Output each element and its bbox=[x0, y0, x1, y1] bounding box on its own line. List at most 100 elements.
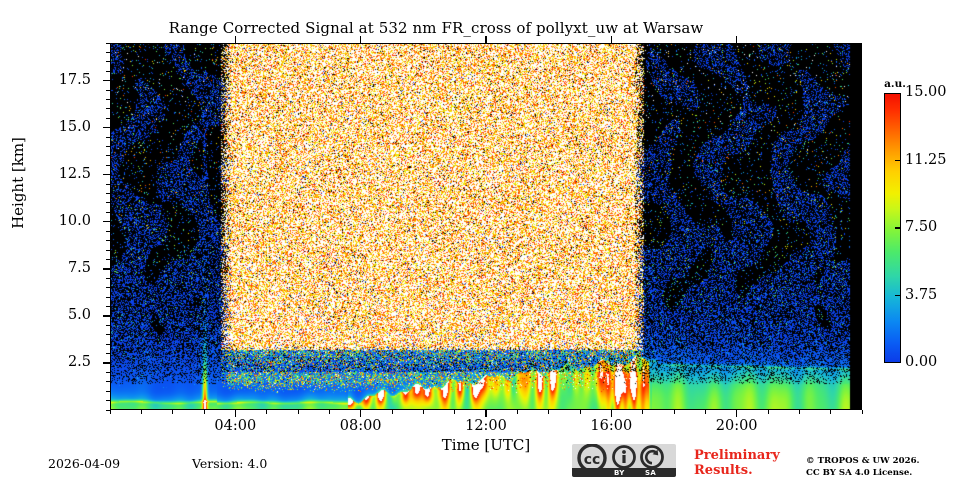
y-minor-tick bbox=[106, 390, 110, 392]
y-minor-tick bbox=[106, 324, 110, 326]
x-tick-mark-top bbox=[485, 36, 487, 43]
y-minor-tick bbox=[106, 70, 110, 72]
x-axis-label: Time [UTC] bbox=[441, 436, 531, 454]
footer-version: Version: 4.0 bbox=[192, 456, 268, 471]
y-minor-tick bbox=[106, 117, 110, 119]
colorbar-tick-mark bbox=[895, 159, 901, 162]
preliminary-notice: Preliminary Results. bbox=[694, 448, 804, 478]
y-tick-label: 5.0 bbox=[67, 306, 91, 323]
y-minor-tick bbox=[106, 202, 110, 204]
y-minor-tick bbox=[106, 61, 110, 63]
colorbar-tick-mark bbox=[895, 294, 901, 297]
page-title: Range Corrected Signal at 532 nm FR_cros… bbox=[168, 19, 704, 37]
y-tick-label: 10.0 bbox=[58, 212, 91, 229]
y-minor-tick bbox=[106, 136, 110, 138]
x-minor-tick bbox=[422, 410, 424, 414]
x-tick-mark bbox=[735, 410, 738, 417]
x-minor-tick bbox=[297, 410, 299, 414]
x-minor-tick bbox=[579, 410, 581, 414]
x-minor-tick bbox=[704, 410, 706, 414]
footer-date: 2026-04-09 bbox=[48, 456, 121, 471]
y-minor-tick bbox=[106, 258, 110, 260]
x-tick-mark-top bbox=[735, 36, 738, 43]
svg-text:cc: cc bbox=[584, 452, 601, 468]
y-minor-tick bbox=[106, 296, 110, 298]
y-tick-mark bbox=[103, 315, 110, 317]
copyright-line-1: © TROPOS & UW 2026. bbox=[806, 456, 920, 466]
copyright-notice: © TROPOS & UW 2026. CC BY SA 4.0 License… bbox=[806, 456, 956, 479]
y-minor-tick bbox=[106, 183, 110, 185]
cc-license-badge[interactable]: cc BY SA bbox=[572, 444, 676, 477]
y-tick-label: 15.0 bbox=[58, 118, 91, 135]
y-minor-tick bbox=[106, 409, 110, 411]
y-minor-tick bbox=[106, 371, 110, 373]
y-tick-label: 12.5 bbox=[58, 165, 91, 182]
colorbar-tick-label: 7.50 bbox=[905, 219, 938, 235]
x-minor-tick bbox=[454, 410, 456, 414]
y-tick-mark bbox=[103, 268, 110, 270]
y-tick-label: 2.5 bbox=[67, 353, 91, 370]
x-minor-tick bbox=[767, 410, 769, 414]
y-minor-tick bbox=[106, 211, 110, 213]
colorbar-tick-mark bbox=[895, 227, 901, 229]
x-tick-mark bbox=[610, 410, 613, 417]
x-minor-tick bbox=[391, 410, 393, 414]
x-tick-mark-top bbox=[234, 36, 237, 43]
cc-badge-bar bbox=[572, 468, 676, 477]
y-tick-mark bbox=[103, 221, 110, 223]
x-tick-mark bbox=[234, 410, 237, 417]
x-tick-mark bbox=[359, 410, 362, 417]
y-minor-tick bbox=[106, 334, 110, 336]
y-tick-label: 17.5 bbox=[58, 71, 91, 88]
x-tick-label: 12:00 bbox=[465, 418, 507, 434]
preliminary-line-1: Preliminary bbox=[694, 448, 780, 463]
x-minor-tick bbox=[673, 410, 675, 414]
heatmap-canvas[interactable] bbox=[110, 43, 862, 410]
x-tick-label: 20:00 bbox=[715, 418, 758, 434]
x-minor-tick bbox=[328, 410, 330, 414]
x-tick-mark-top bbox=[610, 36, 613, 43]
x-tick-label: 08:00 bbox=[339, 418, 382, 434]
y-minor-tick bbox=[106, 343, 110, 345]
x-minor-tick bbox=[798, 410, 800, 414]
x-minor-tick bbox=[516, 410, 518, 414]
y-minor-tick bbox=[106, 305, 110, 307]
y-minor-tick bbox=[106, 381, 110, 383]
y-tick-mark bbox=[103, 126, 110, 129]
x-tick-label: 04:00 bbox=[214, 418, 257, 434]
x-minor-tick bbox=[266, 410, 268, 414]
y-minor-tick bbox=[106, 240, 110, 242]
y-minor-tick bbox=[106, 400, 110, 402]
plot-frame bbox=[110, 43, 862, 410]
y-minor-tick bbox=[106, 42, 110, 44]
y-minor-tick bbox=[106, 287, 110, 289]
y-minor-tick bbox=[106, 146, 110, 147]
x-tick-mark bbox=[485, 410, 487, 417]
y-minor-tick bbox=[106, 51, 110, 53]
y-minor-tick bbox=[106, 277, 110, 279]
colorbar-tick-label: 3.75 bbox=[905, 286, 938, 303]
x-minor-tick bbox=[109, 410, 111, 414]
x-minor-tick bbox=[548, 410, 550, 414]
colorbar-tick-label: 0.00 bbox=[905, 354, 938, 370]
y-tick-mark bbox=[103, 174, 110, 176]
y-minor-tick bbox=[106, 98, 110, 100]
x-tick-label: 16:00 bbox=[590, 418, 633, 434]
plot-area[interactable] bbox=[110, 43, 862, 410]
x-minor-tick bbox=[140, 410, 142, 414]
y-minor-tick bbox=[106, 193, 110, 195]
y-axis-label: Height [km] bbox=[9, 137, 27, 229]
colorbar-tick-label: 15.00 bbox=[905, 84, 947, 100]
x-minor-tick bbox=[642, 410, 644, 414]
y-tick-mark bbox=[103, 79, 110, 82]
preliminary-line-2: Results. bbox=[694, 463, 753, 478]
copyright-line-2: CC BY SA 4.0 License. bbox=[806, 467, 913, 478]
y-minor-tick bbox=[106, 89, 110, 91]
y-tick-label: 7.5 bbox=[67, 259, 91, 276]
colorbar-unit-label: a.u. bbox=[884, 78, 906, 90]
x-minor-tick bbox=[172, 410, 174, 414]
y-minor-tick bbox=[106, 353, 110, 355]
cc-sa-label: SA bbox=[645, 469, 657, 477]
colorbar-tick-label: 11.25 bbox=[905, 151, 947, 168]
